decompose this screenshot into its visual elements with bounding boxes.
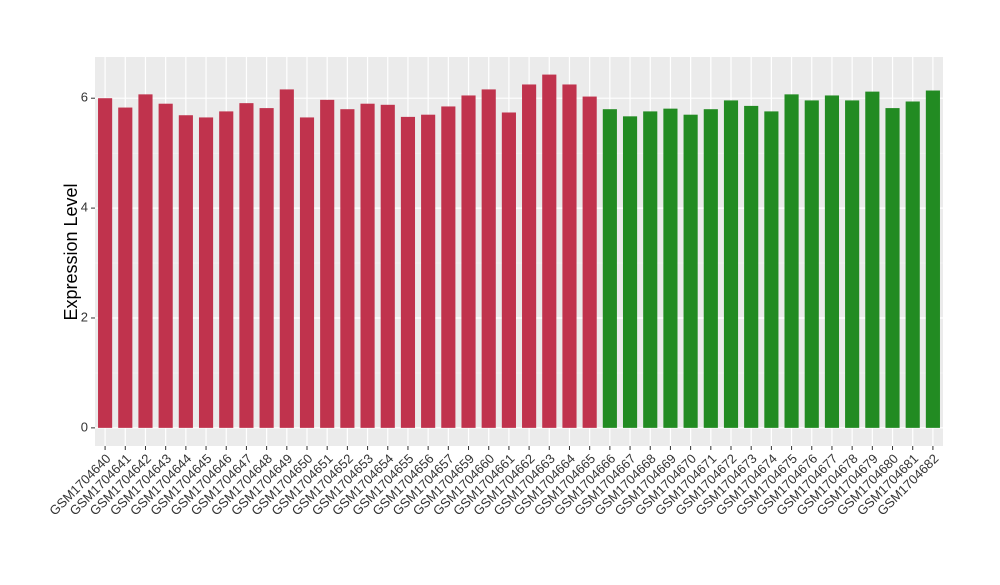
y-tick-label: 2 <box>81 309 88 324</box>
bar <box>98 98 113 428</box>
bar <box>925 90 940 428</box>
bar <box>299 117 315 428</box>
bar <box>683 114 698 428</box>
plot-panel <box>95 57 943 446</box>
bar <box>784 94 799 428</box>
bar <box>703 109 718 428</box>
bar <box>400 116 416 428</box>
bar <box>723 100 739 428</box>
bar <box>582 96 597 428</box>
bar <box>259 108 274 428</box>
bar <box>380 104 395 428</box>
y-tick-label: 4 <box>81 200 88 215</box>
bar <box>239 103 254 428</box>
bar <box>764 111 779 428</box>
bar <box>804 100 819 428</box>
bar <box>885 108 900 428</box>
bar <box>320 99 335 428</box>
bar <box>824 95 840 428</box>
bar <box>158 103 173 428</box>
y-tick-label: 6 <box>81 90 88 105</box>
bar <box>279 89 294 428</box>
bar <box>542 74 557 428</box>
bar <box>522 84 537 428</box>
bar <box>481 89 496 428</box>
bar <box>744 105 759 428</box>
bar <box>622 116 638 428</box>
bar <box>461 95 476 428</box>
bar <box>905 101 920 428</box>
bar <box>219 111 234 428</box>
bar <box>562 84 577 428</box>
bar <box>441 106 456 428</box>
bar <box>198 117 214 428</box>
bar <box>501 112 516 428</box>
bar <box>138 94 153 428</box>
y-tick-label: 0 <box>81 419 88 434</box>
bar <box>865 91 880 428</box>
bar <box>360 103 375 428</box>
bar <box>643 111 658 428</box>
bar <box>178 115 193 428</box>
bar <box>340 109 355 428</box>
bar <box>845 100 860 428</box>
bar <box>421 114 436 428</box>
bar <box>602 109 617 428</box>
bar <box>663 108 678 428</box>
bar <box>118 107 133 428</box>
y-axis-label: Expression Level <box>61 183 81 320</box>
